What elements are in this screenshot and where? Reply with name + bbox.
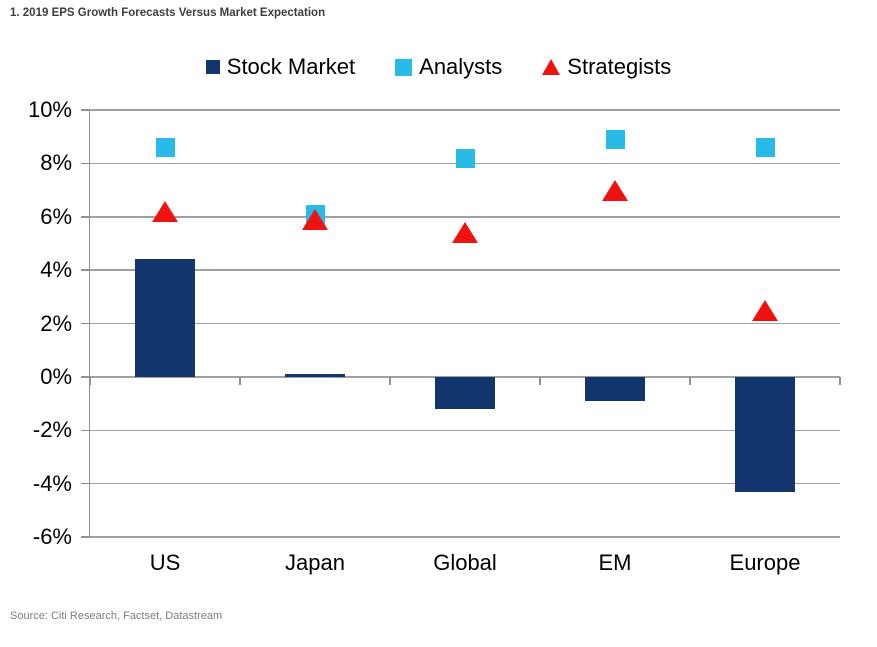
y-axis-tick--4 (81, 482, 90, 485)
chart-title: 1. 2019 EPS Growth Forecasts Versus Mark… (10, 7, 326, 19)
x-axis-tick-0 (89, 376, 91, 385)
bar-global (435, 376, 495, 409)
y-axis-tick-6 (81, 216, 90, 218)
x-axis-tick-3 (539, 376, 541, 385)
analysts-marker-global (455, 148, 475, 168)
strategists-marker-global (452, 222, 478, 244)
gridline-2 (90, 322, 840, 325)
stock-market-square-icon (205, 60, 220, 74)
bar-em (585, 376, 645, 401)
y-axis-label-0: 0% (40, 363, 72, 389)
y-axis-label-8: 8% (40, 150, 72, 176)
y-axis-tick-8 (81, 162, 90, 165)
y-axis-label--6: -6% (32, 524, 72, 549)
legend-item-analysts: Analysts (395, 54, 502, 80)
y-axis-label-6: 6% (40, 203, 72, 229)
gridline--4 (90, 482, 840, 485)
x-axis-tick-2 (389, 376, 391, 385)
strategists-marker-em (602, 179, 628, 201)
x-axis-tick-1 (239, 376, 241, 385)
legend-label-stock-market: Stock Market (226, 54, 356, 79)
y-axis-tick-0 (81, 376, 90, 378)
x-axis-label-us: US (149, 550, 181, 575)
y-axis-label-4: 4% (40, 257, 72, 283)
gridline-10 (90, 109, 840, 111)
x-axis-tick-5 (839, 376, 841, 385)
legend-label-strategists: Strategists (567, 54, 672, 79)
x-axis-label-em: EM (598, 550, 632, 575)
legend-item-strategists: Strategists (542, 54, 671, 80)
y-axis-tick--6 (81, 536, 90, 538)
gridline-4 (90, 269, 840, 271)
legend-label-analysts: Analysts (419, 54, 503, 79)
chart-legend: Stock Market Analysts Strategists (0, 54, 877, 80)
legend-item-stock-market: Stock Market (205, 54, 356, 80)
analysts-square-icon (395, 58, 413, 76)
y-axis-tick-10 (81, 109, 90, 111)
gridline-6 (90, 216, 840, 218)
x-axis-label-europe: Europe (729, 550, 801, 575)
y-axis-tick-4 (81, 269, 90, 271)
strategists-marker-japan (302, 208, 328, 230)
analysts-marker-europe (755, 137, 775, 157)
y-axis-tick-2 (81, 322, 90, 325)
source-note: Source: Citi Research, Factset, Datastre… (10, 610, 223, 622)
bar-europe (735, 376, 795, 492)
bar-us (135, 259, 195, 377)
strategists-triangle-icon (542, 59, 561, 75)
y-axis-label--4: -4% (32, 470, 72, 496)
x-axis-label-japan: Japan (285, 550, 345, 575)
y-axis-tick--2 (81, 429, 90, 431)
gridline--2 (90, 429, 840, 431)
bar-japan (285, 374, 345, 377)
y-axis-label-2: 2% (40, 310, 72, 336)
x-axis-tick-4 (689, 376, 691, 385)
analysts-marker-us (155, 137, 175, 157)
y-axis-label-10: 10% (27, 97, 72, 122)
strategists-marker-us (152, 200, 178, 222)
y-axis-label--2: -2% (32, 417, 72, 443)
gridline--6 (90, 536, 840, 538)
x-axis-label-global: Global (433, 550, 497, 575)
analysts-marker-em (605, 129, 625, 149)
strategists-marker-europe (752, 299, 778, 321)
y-axis-line (88, 110, 90, 537)
